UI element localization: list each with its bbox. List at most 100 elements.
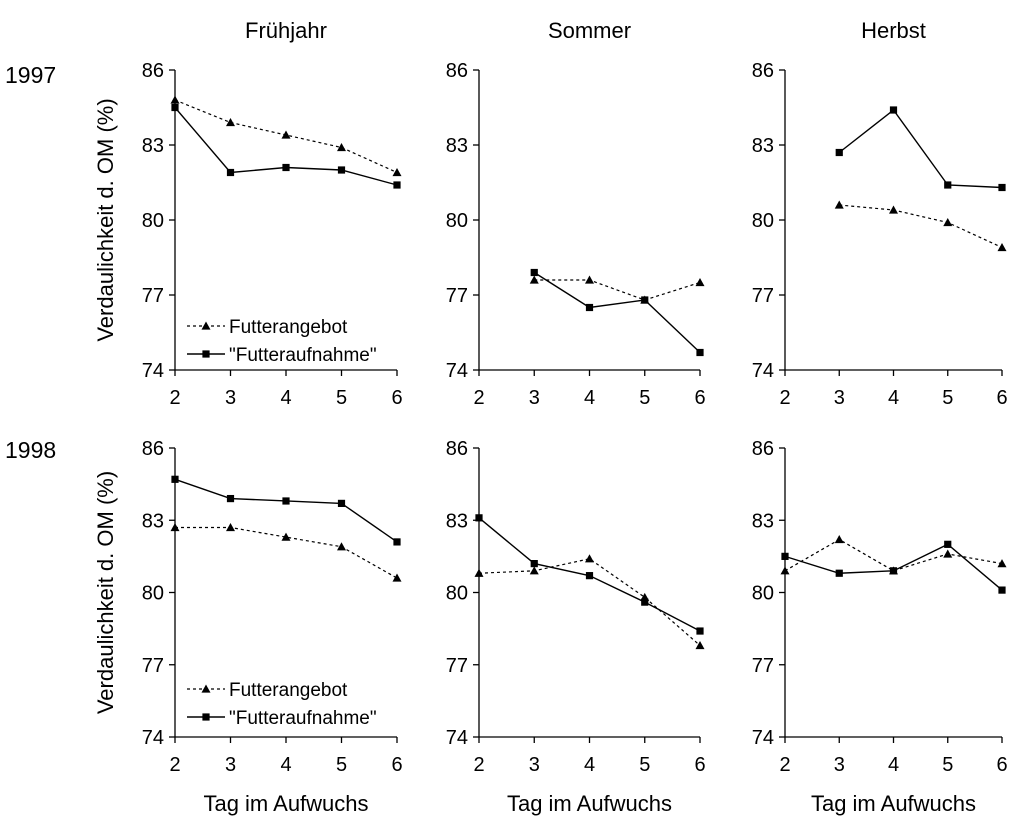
y-tick-label: 86 bbox=[446, 60, 468, 82]
x-tick-label: 5 bbox=[336, 754, 347, 776]
data-point-futterangebot bbox=[281, 532, 291, 541]
x-tick-label: 3 bbox=[225, 754, 236, 776]
y-tick-label: 83 bbox=[142, 510, 164, 532]
x-tick-label: 2 bbox=[473, 387, 484, 409]
data-point-futteraufnahme bbox=[944, 540, 952, 548]
x-tick-label: 3 bbox=[225, 387, 236, 409]
data-point-futterangebot bbox=[392, 168, 402, 177]
data-point-futteraufnahme bbox=[393, 181, 401, 189]
column-title-1: Frühjahr bbox=[245, 18, 327, 43]
data-point-futterangebot bbox=[585, 275, 594, 284]
legend-label-futterangebot: Futterangebot bbox=[229, 680, 348, 701]
data-point-futterangebot bbox=[281, 130, 291, 139]
data-point-futterangebot bbox=[943, 549, 953, 558]
x-tick-label: 2 bbox=[169, 754, 180, 776]
data-point-futteraufnahme bbox=[585, 303, 594, 312]
data-point-futterangebot bbox=[226, 522, 235, 532]
column-title-3: Herbst bbox=[861, 18, 926, 43]
data-point-futteraufnahme bbox=[475, 514, 483, 522]
data-point-futteraufnahme bbox=[889, 106, 898, 114]
y-tick-label: 80 bbox=[752, 210, 774, 232]
y-tick-label: 83 bbox=[446, 510, 468, 532]
row-label-1997: 1997 bbox=[5, 62, 56, 88]
data-point-futteraufnahme bbox=[696, 348, 704, 357]
data-point-futteraufnahme bbox=[393, 538, 401, 546]
series-line-futterangebot bbox=[839, 204, 1003, 249]
x-tick-label: 3 bbox=[834, 387, 845, 409]
legend-marker-futterangebot bbox=[201, 321, 211, 330]
series-line-futterangebot bbox=[534, 279, 701, 301]
data-point-futteraufnahme bbox=[781, 552, 789, 560]
x-tick-label: 3 bbox=[529, 387, 540, 409]
x-tick-label: 6 bbox=[996, 387, 1007, 409]
data-point-futteraufnahme bbox=[641, 598, 649, 606]
series-line-futteraufnahme bbox=[174, 478, 398, 543]
y-tick-label: 74 bbox=[752, 727, 774, 749]
y-axis-title-2: Verdaulichkeit d. OM (%) bbox=[93, 471, 118, 714]
x-tick-label: 5 bbox=[639, 754, 650, 776]
y-tick-label: 80 bbox=[142, 583, 164, 605]
y-tick-label: 74 bbox=[446, 727, 468, 749]
panel-1997-2: 74 77 80 83 86 2 3 4 5 6 bbox=[446, 60, 706, 409]
data-point-futteraufnahme bbox=[337, 166, 346, 174]
y-tick-label: 74 bbox=[142, 727, 164, 749]
y-axis-title-1: Verdaulichkeit d. OM (%) bbox=[93, 98, 118, 341]
data-point-futterangebot bbox=[834, 200, 844, 209]
data-point-futteraufnahme bbox=[696, 627, 704, 635]
data-point-futteraufnahme bbox=[944, 181, 952, 189]
y-tick-label: 74 bbox=[142, 360, 164, 382]
data-point-futterangebot bbox=[529, 566, 539, 575]
y-tick-label: 83 bbox=[752, 135, 774, 157]
data-point-futteraufnahme bbox=[337, 499, 346, 507]
legend-1997: Futterangebot "Futteraufnahme" bbox=[187, 317, 377, 366]
y-tick-label: 74 bbox=[752, 360, 774, 382]
x-tick-label: 2 bbox=[779, 387, 790, 409]
panel-1998-2: 74 77 80 83 86 2 3 4 5 6 bbox=[446, 438, 706, 776]
x-tick-label: 5 bbox=[942, 387, 953, 409]
data-point-futteraufnahme bbox=[835, 148, 843, 157]
data-point-futteraufnahme bbox=[998, 586, 1006, 594]
data-point-futterangebot bbox=[943, 218, 953, 227]
y-tick-label: 77 bbox=[142, 655, 164, 677]
legend-marker-futterangebot bbox=[201, 684, 211, 693]
data-point-futterangebot bbox=[170, 522, 180, 532]
legend-label-futterangebot: Futterangebot bbox=[229, 317, 348, 338]
data-point-futterangebot bbox=[889, 205, 898, 214]
series-line-futterangebot bbox=[784, 538, 1003, 572]
x-tick-label: 5 bbox=[336, 387, 347, 409]
x-tick-label: 2 bbox=[169, 387, 180, 409]
y-tick-label: 77 bbox=[446, 285, 468, 307]
x-tick-label: 6 bbox=[996, 754, 1007, 776]
y-tick-label: 80 bbox=[446, 210, 468, 232]
series-line-futteraufnahme bbox=[533, 271, 701, 354]
y-tick-label: 80 bbox=[446, 583, 468, 605]
data-point-futteraufnahme bbox=[530, 560, 538, 568]
x-tick-label: 4 bbox=[584, 754, 595, 776]
data-point-futteraufnahme bbox=[889, 567, 898, 575]
x-tick-label: 2 bbox=[779, 754, 790, 776]
data-point-futterangebot bbox=[780, 566, 790, 575]
y-tick-label: 77 bbox=[752, 655, 774, 677]
x-tick-label: 6 bbox=[391, 754, 402, 776]
x-tick-label: 5 bbox=[639, 387, 650, 409]
data-point-futterangebot bbox=[170, 95, 180, 104]
y-tick-label: 83 bbox=[446, 135, 468, 157]
y-tick-label: 86 bbox=[142, 438, 164, 460]
data-point-futterangebot bbox=[474, 568, 484, 577]
x-tick-label: 3 bbox=[834, 754, 845, 776]
data-point-futterangebot bbox=[695, 640, 705, 650]
x-axis-title-1: Tag im Aufwuchs bbox=[203, 791, 368, 816]
panel-1998-3: 74 77 80 83 86 2 3 4 5 6 bbox=[752, 438, 1008, 776]
series-line-futteraufnahme bbox=[838, 109, 1003, 189]
panel-1997-1: 74 77 80 83 86 2 3 4 5 6 bbox=[142, 60, 403, 409]
data-point-futterangebot bbox=[392, 573, 402, 582]
series-line-futterangebot bbox=[175, 526, 398, 579]
data-point-futterangebot bbox=[997, 243, 1007, 252]
x-tick-label: 4 bbox=[888, 754, 899, 776]
x-tick-label: 6 bbox=[694, 387, 705, 409]
y-tick-label: 74 bbox=[446, 360, 468, 382]
data-point-futterangebot bbox=[695, 278, 705, 287]
legend-1998: Futterangebot "Futteraufnahme" bbox=[187, 680, 377, 729]
series-line-futterangebot bbox=[478, 558, 701, 646]
